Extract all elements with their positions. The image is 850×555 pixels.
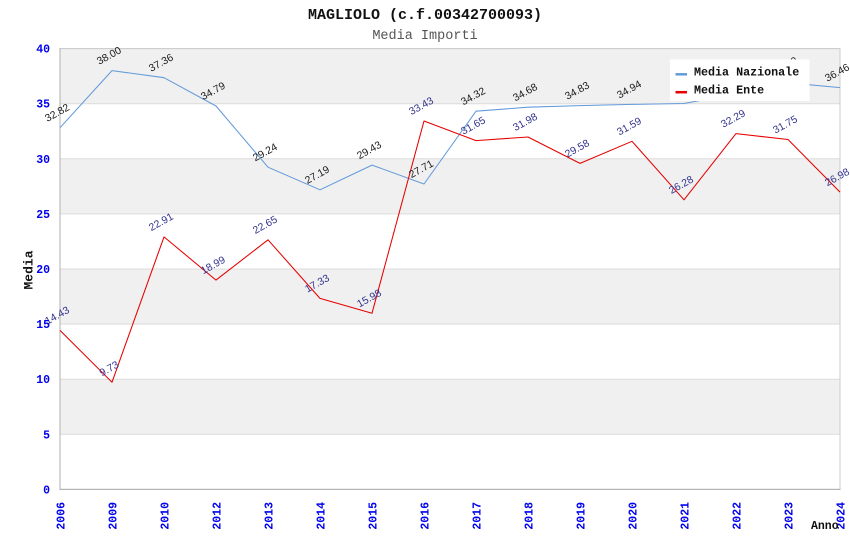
svg-text:20: 20 xyxy=(36,264,50,277)
svg-text:Media Importi: Media Importi xyxy=(372,29,477,44)
svg-text:2006: 2006 xyxy=(55,502,68,530)
svg-text:2016: 2016 xyxy=(419,502,432,530)
svg-text:2023: 2023 xyxy=(783,502,796,530)
svg-text:0: 0 xyxy=(43,484,50,497)
svg-text:2014: 2014 xyxy=(315,502,328,530)
svg-text:2019: 2019 xyxy=(575,502,588,530)
svg-text:Media Ente: Media Ente xyxy=(694,84,764,98)
svg-text:2024: 2024 xyxy=(835,502,848,530)
svg-text:40: 40 xyxy=(36,44,50,57)
svg-text:Anno: Anno xyxy=(811,520,839,533)
svg-text:2017: 2017 xyxy=(471,502,484,530)
svg-text:2015: 2015 xyxy=(367,502,380,530)
svg-text:30: 30 xyxy=(36,154,50,167)
svg-text:Media: Media xyxy=(22,250,37,289)
svg-text:5: 5 xyxy=(43,429,50,442)
svg-text:MAGLIOLO (c.f.00342700093): MAGLIOLO (c.f.00342700093) xyxy=(308,7,542,24)
svg-text:15: 15 xyxy=(36,319,50,332)
svg-text:2022: 2022 xyxy=(731,502,744,530)
svg-text:2020: 2020 xyxy=(627,502,640,530)
svg-text:25: 25 xyxy=(36,209,50,222)
svg-text:2018: 2018 xyxy=(523,502,536,530)
svg-text:2012: 2012 xyxy=(211,502,224,530)
svg-text:2009: 2009 xyxy=(107,502,120,530)
svg-text:35: 35 xyxy=(36,99,50,112)
svg-text:2013: 2013 xyxy=(263,502,276,530)
svg-text:2021: 2021 xyxy=(679,502,692,530)
svg-text:10: 10 xyxy=(36,374,50,387)
svg-text:Media Nazionale: Media Nazionale xyxy=(694,66,799,80)
svg-text:2010: 2010 xyxy=(159,502,172,530)
